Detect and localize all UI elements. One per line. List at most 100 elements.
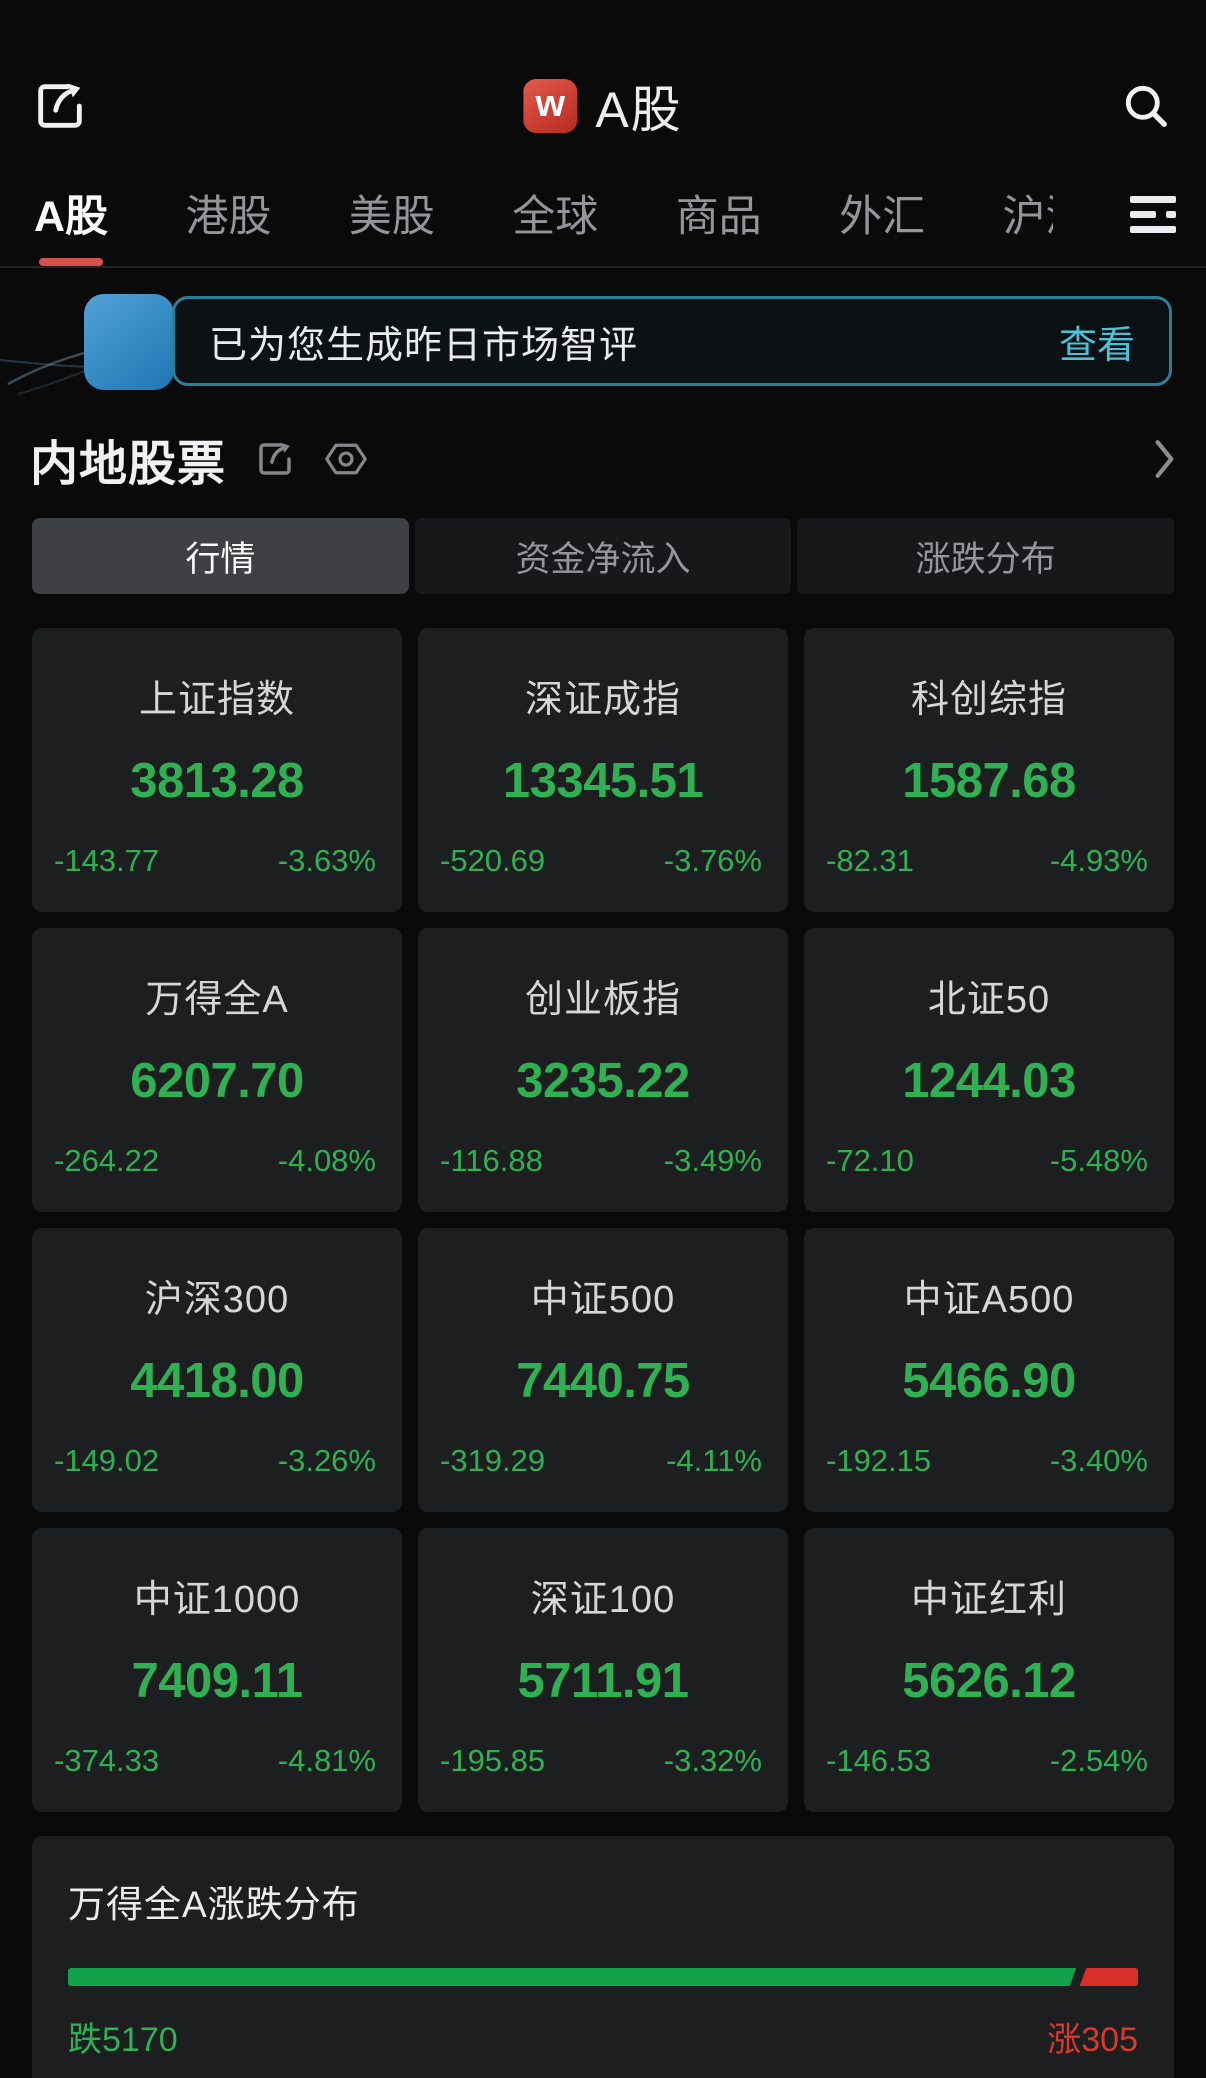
- index-change: -520.69: [440, 843, 546, 878]
- market-tab[interactable]: 商品: [676, 182, 762, 248]
- index-change-row: -72.10 -5.48%: [804, 1143, 1174, 1179]
- up-count-label: 涨305: [1047, 2021, 1138, 2059]
- market-tab[interactable]: 外汇: [839, 182, 925, 248]
- index-card[interactable]: 创业板指 3235.22 -116.88 -3.49%: [418, 928, 788, 1212]
- share-small-icon[interactable]: [254, 438, 296, 480]
- index-change-row: -264.22 -4.08%: [32, 1143, 402, 1179]
- index-change: -116.88: [440, 1143, 543, 1178]
- index-card[interactable]: 深证100 5711.91 -195.85 -3.32%: [418, 1528, 788, 1812]
- index-price: 7440.75: [516, 1354, 690, 1408]
- index-card[interactable]: 中证500 7440.75 -319.29 -4.11%: [418, 1228, 788, 1512]
- index-price: 5466.90: [902, 1354, 1076, 1408]
- app-header: w A股: [0, 48, 1206, 164]
- index-price: 13345.51: [502, 754, 704, 808]
- index-change-pct: -5.48%: [1049, 1143, 1148, 1178]
- market-tab-label: 港股: [185, 193, 272, 241]
- index-change-row: -146.53 -2.54%: [804, 1743, 1174, 1779]
- index-name: 中证1000: [133, 1579, 301, 1621]
- index-change-pct: -3.76%: [663, 843, 762, 878]
- wind-logo: w: [523, 79, 578, 133]
- view-tab-label: 行情: [185, 539, 256, 579]
- index-card[interactable]: 中证1000 7409.11 -374.33 -4.81%: [32, 1528, 402, 1812]
- index-price: 3813.28: [130, 754, 304, 808]
- search-icon[interactable]: [1114, 74, 1178, 138]
- market-tab-label: 美股: [348, 193, 435, 241]
- index-card[interactable]: 上证指数 3813.28 -143.77 -3.63%: [32, 628, 402, 912]
- index-name: 创业板指: [524, 979, 681, 1021]
- index-card[interactable]: 科创综指 1587.68 -82.31 -4.93%: [804, 628, 1174, 912]
- index-change-row: -319.29 -4.11%: [418, 1443, 788, 1479]
- index-name: 上证指数: [138, 679, 295, 721]
- index-name: 深证成指: [524, 679, 681, 721]
- down-count-label: 跌5170: [68, 2021, 178, 2059]
- index-price: 4418.00: [130, 1354, 304, 1408]
- ai-banner[interactable]: 已为您生成昨日市场智评 查看: [172, 296, 1172, 386]
- index-change: -143.77: [54, 843, 160, 878]
- market-tab[interactable]: 港股: [185, 182, 271, 248]
- index-name: 中证500: [530, 1279, 676, 1321]
- index-price: 1244.03: [902, 1054, 1076, 1108]
- view-tab[interactable]: 行情: [32, 518, 409, 594]
- section-header[interactable]: 内地股票: [30, 430, 1176, 491]
- view-tab-label: 资金净流入: [515, 539, 691, 579]
- index-change-pct: -4.93%: [1049, 843, 1148, 878]
- index-change-pct: -3.63%: [277, 843, 376, 878]
- index-change: -149.02: [54, 1443, 160, 1478]
- index-card[interactable]: 万得全A 6207.70 -264.22 -4.08%: [32, 928, 402, 1212]
- market-tab[interactable]: 美股: [349, 182, 435, 248]
- index-price: 3235.22: [516, 1054, 690, 1108]
- index-change-row: -374.33 -4.81%: [32, 1743, 402, 1779]
- index-change: -82.31: [826, 843, 914, 878]
- index-change-pct: -4.81%: [277, 1743, 376, 1778]
- market-tab-label: A股: [34, 193, 109, 241]
- share-icon[interactable]: [28, 74, 92, 138]
- market-tab-label: 全球: [512, 193, 599, 241]
- market-tab-label: 沪深: [1002, 193, 1053, 241]
- header-title-group: w A股: [523, 70, 682, 142]
- index-change-pct: -3.40%: [1049, 1443, 1148, 1478]
- bar-labels: 跌5170 涨305: [68, 2012, 1138, 2061]
- index-change-row: -82.31 -4.93%: [804, 843, 1174, 879]
- view-tab[interactable]: 资金净流入: [414, 518, 792, 594]
- index-name: 中证红利: [910, 1579, 1067, 1621]
- index-change-row: -149.02 -3.26%: [32, 1443, 402, 1479]
- index-change-row: -520.69 -3.76%: [418, 843, 788, 879]
- index-change-pct: -4.11%: [666, 1443, 762, 1478]
- index-change-pct: -4.08%: [277, 1143, 376, 1178]
- market-tab[interactable]: A股: [34, 182, 108, 248]
- index-price: 1587.68: [902, 754, 1076, 808]
- bar-up-segment: [1078, 1968, 1138, 1986]
- index-card[interactable]: 中证A500 5466.90 -192.15 -3.40%: [804, 1228, 1174, 1512]
- banner-action-link[interactable]: 查看: [1058, 324, 1135, 367]
- index-change-pct: -3.49%: [663, 1143, 762, 1178]
- index-price: 6207.70: [130, 1054, 304, 1108]
- index-change: -146.53: [826, 1743, 932, 1778]
- index-name: 沪深300: [144, 1279, 290, 1321]
- index-change: -264.22: [54, 1143, 160, 1178]
- index-card[interactable]: 中证红利 5626.12 -146.53 -2.54%: [804, 1528, 1174, 1812]
- index-card[interactable]: 北证50 1244.03 -72.10 -5.48%: [804, 928, 1174, 1212]
- index-change: -192.15: [826, 1443, 932, 1478]
- index-card[interactable]: 深证成指 13345.51 -520.69 -3.76%: [418, 628, 788, 912]
- index-name: 万得全A: [145, 979, 289, 1021]
- view-tabs: 行情 资金净流入 涨跌分布: [32, 518, 1175, 594]
- index-change-row: -195.85 -3.32%: [418, 1743, 788, 1779]
- index-change-row: -143.77 -3.63%: [32, 843, 402, 879]
- hexagon-settings-icon[interactable]: [324, 437, 368, 481]
- ai-report-icon: [84, 294, 174, 390]
- index-change-row: -116.88 -3.49%: [418, 1143, 788, 1179]
- tab-menu-icon[interactable]: [1129, 196, 1176, 234]
- index-card[interactable]: 沪深300 4418.00 -149.02 -3.26%: [32, 1228, 402, 1512]
- index-change: -319.29: [440, 1443, 546, 1478]
- section-title: 内地股票: [30, 438, 227, 491]
- index-change-row: -192.15 -3.40%: [804, 1443, 1174, 1479]
- distribution-card: 万得全A涨跌分布 跌5170 涨305 成交额2.45万亿， 增1453亿: [32, 1836, 1174, 2078]
- market-tab[interactable]: 沪深: [1003, 182, 1053, 248]
- index-name: 科创综指: [910, 679, 1067, 721]
- bar-down-segment: [68, 1968, 1079, 1986]
- index-change: -72.10: [826, 1143, 914, 1178]
- view-tab-label: 涨跌分布: [915, 539, 1056, 579]
- view-tab[interactable]: 涨跌分布: [797, 518, 1175, 594]
- market-tab[interactable]: 全球: [512, 182, 598, 248]
- index-change-pct: -3.26%: [277, 1443, 376, 1478]
